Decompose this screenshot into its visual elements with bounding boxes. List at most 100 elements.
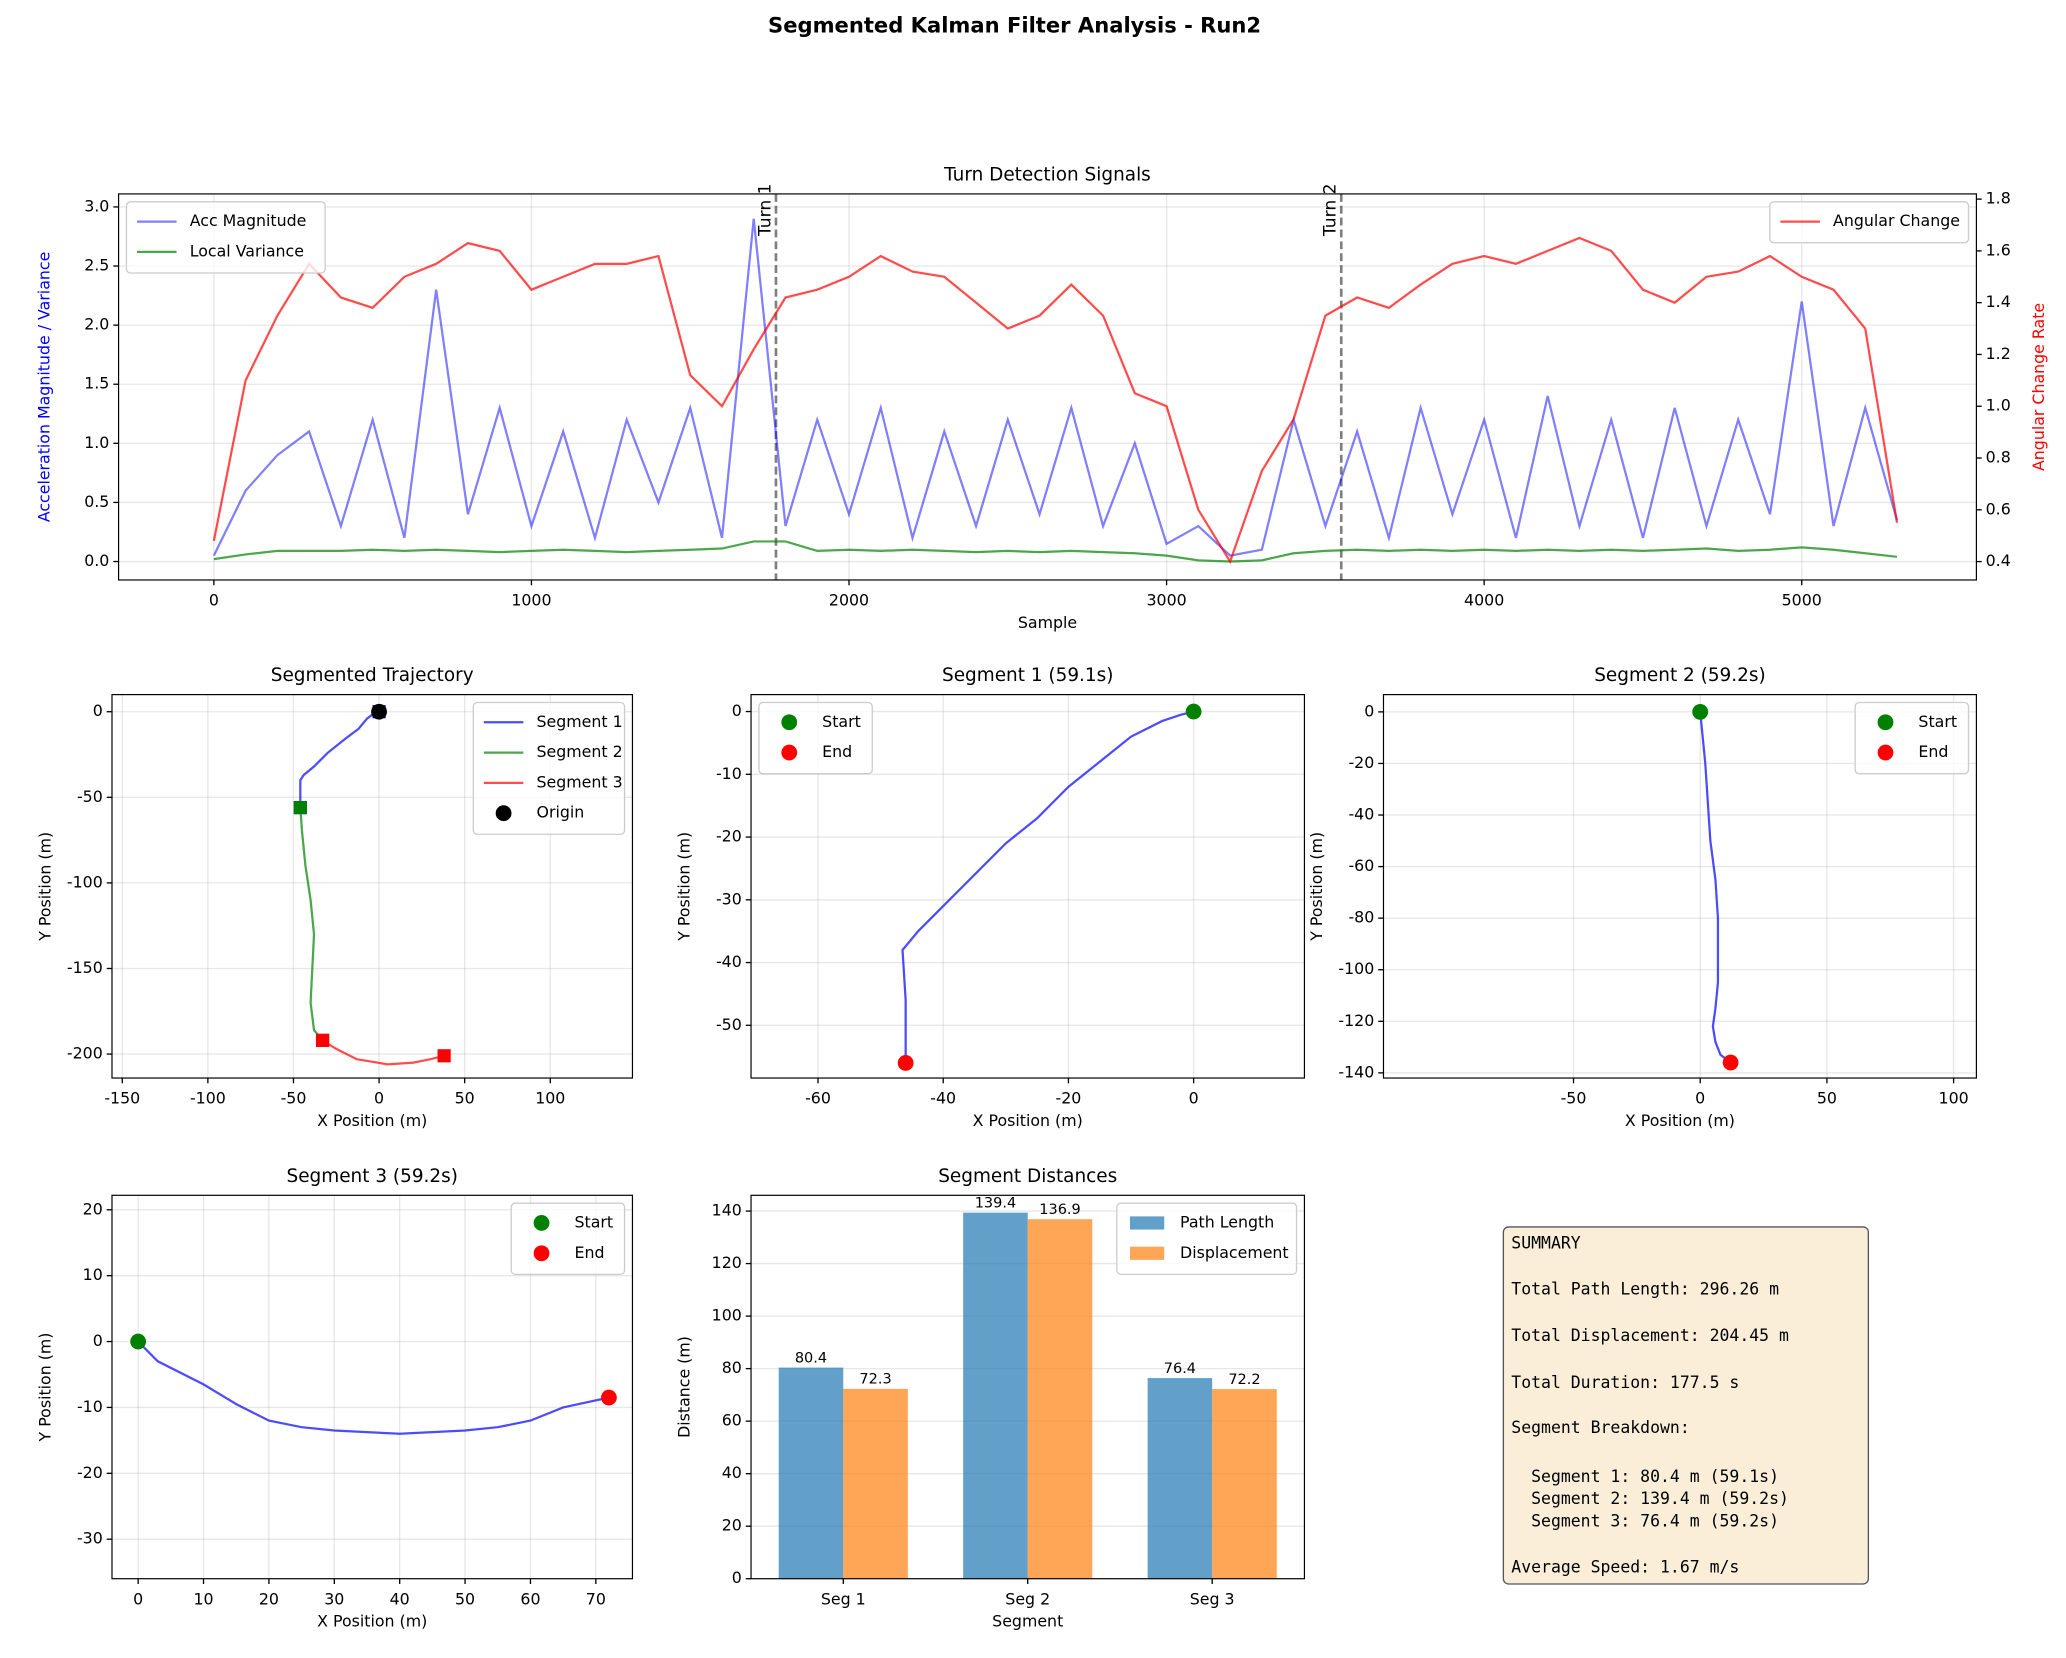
x-tick-label: 50: [455, 1589, 475, 1608]
legend-swatch: [1877, 714, 1894, 731]
x-tick-label: 40: [390, 1589, 410, 1608]
y2-tick-label: 1.2: [1986, 344, 2011, 363]
series-line: [1699, 711, 1732, 1064]
x-tick-label: 2000: [829, 591, 869, 610]
x-tick-label: 3000: [1146, 591, 1186, 610]
x-tick-label: 0: [374, 1089, 384, 1108]
y-tick-label: 0: [93, 1331, 103, 1350]
y-tick-label: -10: [77, 1397, 103, 1416]
y-tick-label: -20: [1348, 753, 1374, 772]
y-tick-label: -10: [716, 764, 742, 783]
y-tick-label: 100: [712, 1306, 742, 1325]
summary-line: Average Speed: 1.67 m/s: [1511, 1558, 1739, 1577]
series-line: [299, 807, 324, 1042]
bar: [1212, 1389, 1277, 1579]
x-tick-label: Seg 3: [1190, 1589, 1235, 1608]
summary-line: Segment 3: 76.4 m (59.2s): [1511, 1512, 1779, 1531]
legend-label: Path Length: [1180, 1212, 1274, 1231]
y-tick-label: 0: [732, 1568, 742, 1587]
y-tick-label: -40: [1348, 805, 1374, 824]
y-tick-label: 80: [722, 1358, 742, 1377]
y-tick-label: 0.5: [84, 492, 109, 511]
y-tick-label: 10: [83, 1265, 103, 1284]
y-tick-label: 20: [722, 1516, 742, 1535]
y-tick-label: -80: [1348, 908, 1374, 927]
point-marker: [601, 1389, 617, 1406]
legend-swatch: [533, 1215, 550, 1231]
x-axis-label: X Position (m): [1625, 1111, 1735, 1130]
summary-line: Total Duration: 177.5 s: [1511, 1373, 1739, 1392]
legend-label: End: [822, 742, 852, 761]
x-axis-label: X Position (m): [317, 1111, 427, 1130]
legend-swatch: [781, 714, 798, 731]
summary-line: SUMMARY: [1511, 1234, 1580, 1253]
y2-tick-label: 0.6: [1986, 499, 2011, 518]
legend-label: Origin: [537, 803, 585, 822]
legend-label: End: [574, 1243, 604, 1262]
x-tick-label: 20: [259, 1589, 279, 1608]
legend-label: Local Variance: [190, 241, 304, 260]
point-marker: [897, 1055, 914, 1071]
legend-box: [472, 701, 626, 835]
series-line: [213, 540, 1898, 563]
y-tick-label: -20: [77, 1463, 103, 1482]
series-line: [212, 236, 1899, 565]
summary-line: Total Displacement: 204.45 m: [1511, 1326, 1789, 1345]
bar-label: 136.9: [1039, 1202, 1080, 1218]
axes-frame: [117, 193, 1977, 581]
y-tick-label: 1.5: [84, 374, 109, 393]
x-tick-label: 100: [535, 1089, 565, 1108]
y-tick-label: -100: [67, 872, 103, 891]
y-tick-label: 20: [83, 1199, 103, 1218]
x-axis-label: Sample: [1018, 613, 1077, 632]
x-tick-label: Seg 1: [821, 1589, 866, 1608]
x-tick-label: 0: [209, 591, 219, 610]
y-tick-label: 140: [712, 1201, 742, 1220]
y-tick-label: -120: [1338, 1011, 1374, 1030]
x-tick-label: -50: [1561, 1089, 1587, 1108]
bar-label: 72.2: [1228, 1372, 1260, 1388]
x-tick-label: 0: [1189, 1089, 1199, 1108]
point-marker: [1692, 703, 1709, 720]
axes-title: Segment 1 (59.1s): [942, 665, 1113, 686]
x-tick-label: 1000: [511, 591, 551, 610]
legend-label: Segment 2: [537, 742, 623, 761]
y2-tick-label: 1.8: [1986, 189, 2011, 208]
legend-label: Acc Magnitude: [190, 211, 307, 230]
x-tick-label: -100: [190, 1089, 226, 1108]
bar-label: 80.4: [795, 1350, 827, 1366]
axes-title: Segment Distances: [938, 1166, 1117, 1187]
x-tick-label: -60: [805, 1089, 831, 1108]
x-tick-label: -150: [104, 1089, 140, 1108]
y-axis-label: Y Position (m): [36, 1333, 55, 1443]
legend-label: Start: [574, 1212, 613, 1231]
end-marker: [315, 1033, 330, 1047]
legend-label: Angular Change: [1833, 211, 1960, 230]
axes-title: Segmented Trajectory: [271, 665, 474, 686]
y-tick-label: -50: [77, 787, 103, 806]
y-axis-label: Y Position (m): [36, 832, 55, 942]
x-tick-label: 0: [133, 1589, 143, 1608]
point-marker: [371, 703, 387, 720]
bar: [843, 1388, 908, 1579]
y-tick-label: 0: [93, 701, 103, 720]
bar-label: 72.3: [859, 1372, 891, 1388]
y2-tick-label: 1.0: [1986, 396, 2011, 415]
legend-label: Displacement: [1180, 1243, 1289, 1262]
y2-tick-label: 1.4: [1986, 292, 2011, 311]
y2-tick-label: 0.8: [1986, 448, 2011, 467]
legend-swatch: [533, 1245, 550, 1262]
series-line: [901, 710, 1194, 1063]
x-tick-label: 5000: [1782, 591, 1822, 610]
legend-label: Segment 3: [537, 772, 623, 791]
x-tick-label: 100: [1939, 1089, 1969, 1108]
series-line: [299, 710, 380, 808]
x-axis-label: Segment: [992, 1612, 1063, 1631]
bar-label: 76.4: [1164, 1361, 1196, 1377]
legend-box: [1769, 201, 1970, 244]
axes-frame: [1382, 694, 1977, 1079]
y-axis-label: Y Position (m): [675, 832, 694, 942]
axes-title: Segment 3 (59.2s): [286, 1166, 457, 1187]
